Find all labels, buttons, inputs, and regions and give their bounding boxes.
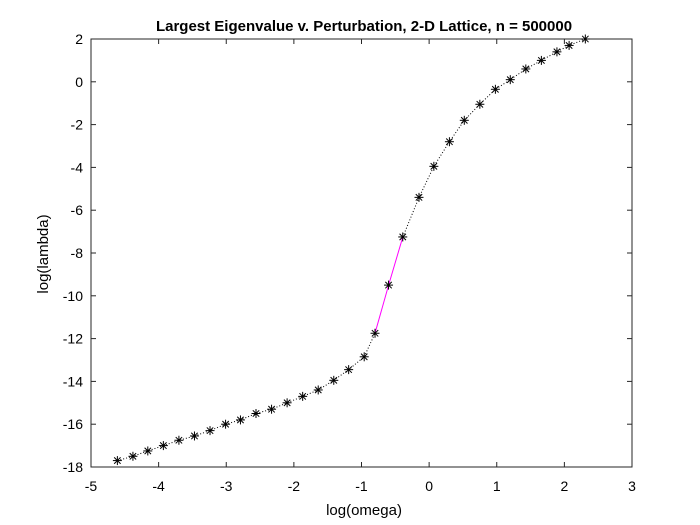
data-markers: [112, 34, 590, 466]
data-point: [282, 398, 292, 408]
x-tick-label: -2: [288, 478, 301, 494]
data-point: [174, 435, 184, 445]
x-tick-label: -3: [220, 478, 233, 494]
data-point: [235, 415, 245, 425]
y-tick-label: -18: [63, 459, 83, 475]
y-tick-label: -16: [63, 416, 83, 432]
data-point: [267, 404, 277, 414]
data-point: [444, 137, 454, 147]
data-point: [475, 99, 485, 109]
x-tick-label: 2: [560, 478, 568, 494]
data-point: [112, 456, 122, 466]
data-point: [552, 47, 562, 57]
series-line: [117, 333, 376, 462]
data-point: [564, 40, 574, 50]
y-tick-label: 2: [75, 31, 83, 47]
data-point: [344, 365, 354, 375]
x-tick-label: 0: [425, 478, 433, 494]
axis-ticks: -5 -4 -3 -2 -1 0 1 2 3-18-16-14-12-10-8-6-4-202: [63, 31, 636, 494]
y-tick-label: -12: [63, 331, 83, 347]
data-point: [521, 64, 531, 74]
chart-title: Largest Eigenvalue v. Perturbation, 2-D …: [156, 18, 572, 35]
x-tick-label: -1: [355, 478, 368, 494]
y-tick-label: -14: [63, 373, 83, 389]
y-tick-label: -2: [71, 117, 84, 133]
y-tick-label: -6: [71, 202, 84, 218]
x-tick-label: 1: [493, 478, 501, 494]
data-point: [580, 34, 590, 44]
y-tick-label: 0: [75, 74, 83, 90]
data-point: [143, 446, 153, 456]
y-tick-label: -10: [63, 288, 83, 304]
data-point: [384, 280, 394, 290]
y-axis-label: log(lambda): [35, 214, 52, 293]
data-point: [398, 232, 408, 242]
data-point: [370, 328, 380, 338]
data-point: [189, 431, 199, 441]
x-tick-label: -5: [85, 478, 98, 494]
data-point: [158, 441, 168, 451]
data-point: [128, 451, 138, 461]
data-point: [490, 84, 500, 94]
x-axis-label: log(omega): [326, 502, 402, 519]
plot-area: [90, 38, 633, 468]
data-point: [205, 426, 215, 436]
data-point: [298, 391, 308, 401]
data-point: [505, 75, 515, 85]
data-point: [251, 409, 261, 418]
y-tick-label: -4: [71, 159, 84, 175]
data-point: [329, 375, 339, 385]
y-tick-label: -8: [71, 245, 84, 261]
series-line: [402, 38, 586, 238]
data-point: [536, 55, 546, 65]
data-point: [313, 385, 323, 395]
data-point: [221, 419, 231, 429]
data-point: [359, 352, 369, 362]
data-point: [459, 115, 469, 125]
x-tick-label: 3: [628, 478, 636, 494]
series-lines: [117, 38, 586, 462]
x-tick-label: -4: [152, 478, 165, 494]
data-point: [414, 192, 424, 202]
data-point: [429, 161, 439, 171]
